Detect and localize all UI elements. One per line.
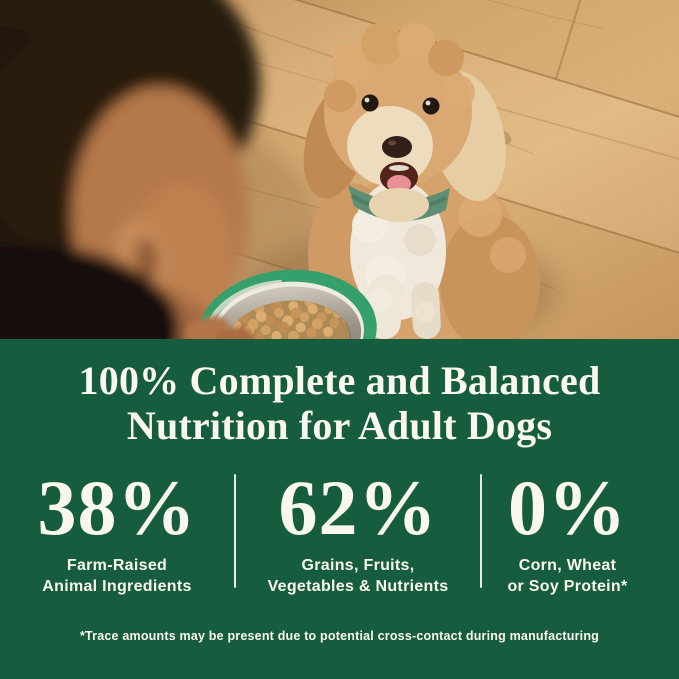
dog-teeth bbox=[389, 165, 409, 171]
hero-photo bbox=[0, 0, 679, 339]
headline: 100% Complete and Balanced Nutrition for… bbox=[79, 358, 601, 448]
stat-value: 38% bbox=[37, 464, 197, 552]
headline-line-2: Nutrition for Adult Dogs bbox=[126, 403, 553, 449]
headline-line-1: 100% Complete and Balanced bbox=[78, 358, 601, 403]
dog-topknot-curl bbox=[332, 42, 372, 82]
stat-divider bbox=[234, 474, 236, 589]
stat-grains-fruits-vegetables: 62% Grains, Fruits, Vegetables & Nutrien… bbox=[236, 464, 480, 597]
footnote: *Trace amounts may be present due to pot… bbox=[79, 628, 600, 643]
stat-label: Farm-Raised Animal Ingredients bbox=[42, 557, 192, 595]
stat-label: Grains, Fruits, Vegetables & Nutrients bbox=[267, 557, 449, 595]
person-shoulder bbox=[0, 245, 180, 339]
food-bowl bbox=[197, 269, 377, 339]
stat-value: 0% bbox=[508, 464, 627, 552]
stats-row: 38% Farm-Raised Animal Ingredients 62% G… bbox=[0, 464, 679, 597]
dog bbox=[303, 23, 540, 339]
dog-chin bbox=[369, 188, 429, 222]
dog-topknot-curl bbox=[361, 23, 403, 65]
stat-value: 62% bbox=[278, 464, 438, 552]
person-silhouette bbox=[0, 0, 260, 339]
dog-head bbox=[303, 23, 506, 222]
dog-legs bbox=[366, 274, 441, 339]
dog-topknot-curl bbox=[397, 23, 435, 61]
dog-eye-left bbox=[361, 94, 379, 112]
stat-animal-ingredients: 38% Farm-Raised Animal Ingredients bbox=[0, 464, 234, 597]
stat-divider bbox=[480, 474, 482, 589]
stat-corn-wheat-soy: 0% Corn, Wheat or Soy Protein* bbox=[482, 464, 679, 597]
dog-eye-right bbox=[422, 97, 440, 115]
dog-topknot-curl bbox=[428, 40, 464, 76]
info-panel: 100% Complete and Balanced Nutrition for… bbox=[0, 339, 679, 679]
stat-label: Corn, Wheat or Soy Protein* bbox=[507, 557, 628, 595]
person-hand bbox=[186, 315, 254, 339]
dog-nose bbox=[382, 136, 412, 158]
